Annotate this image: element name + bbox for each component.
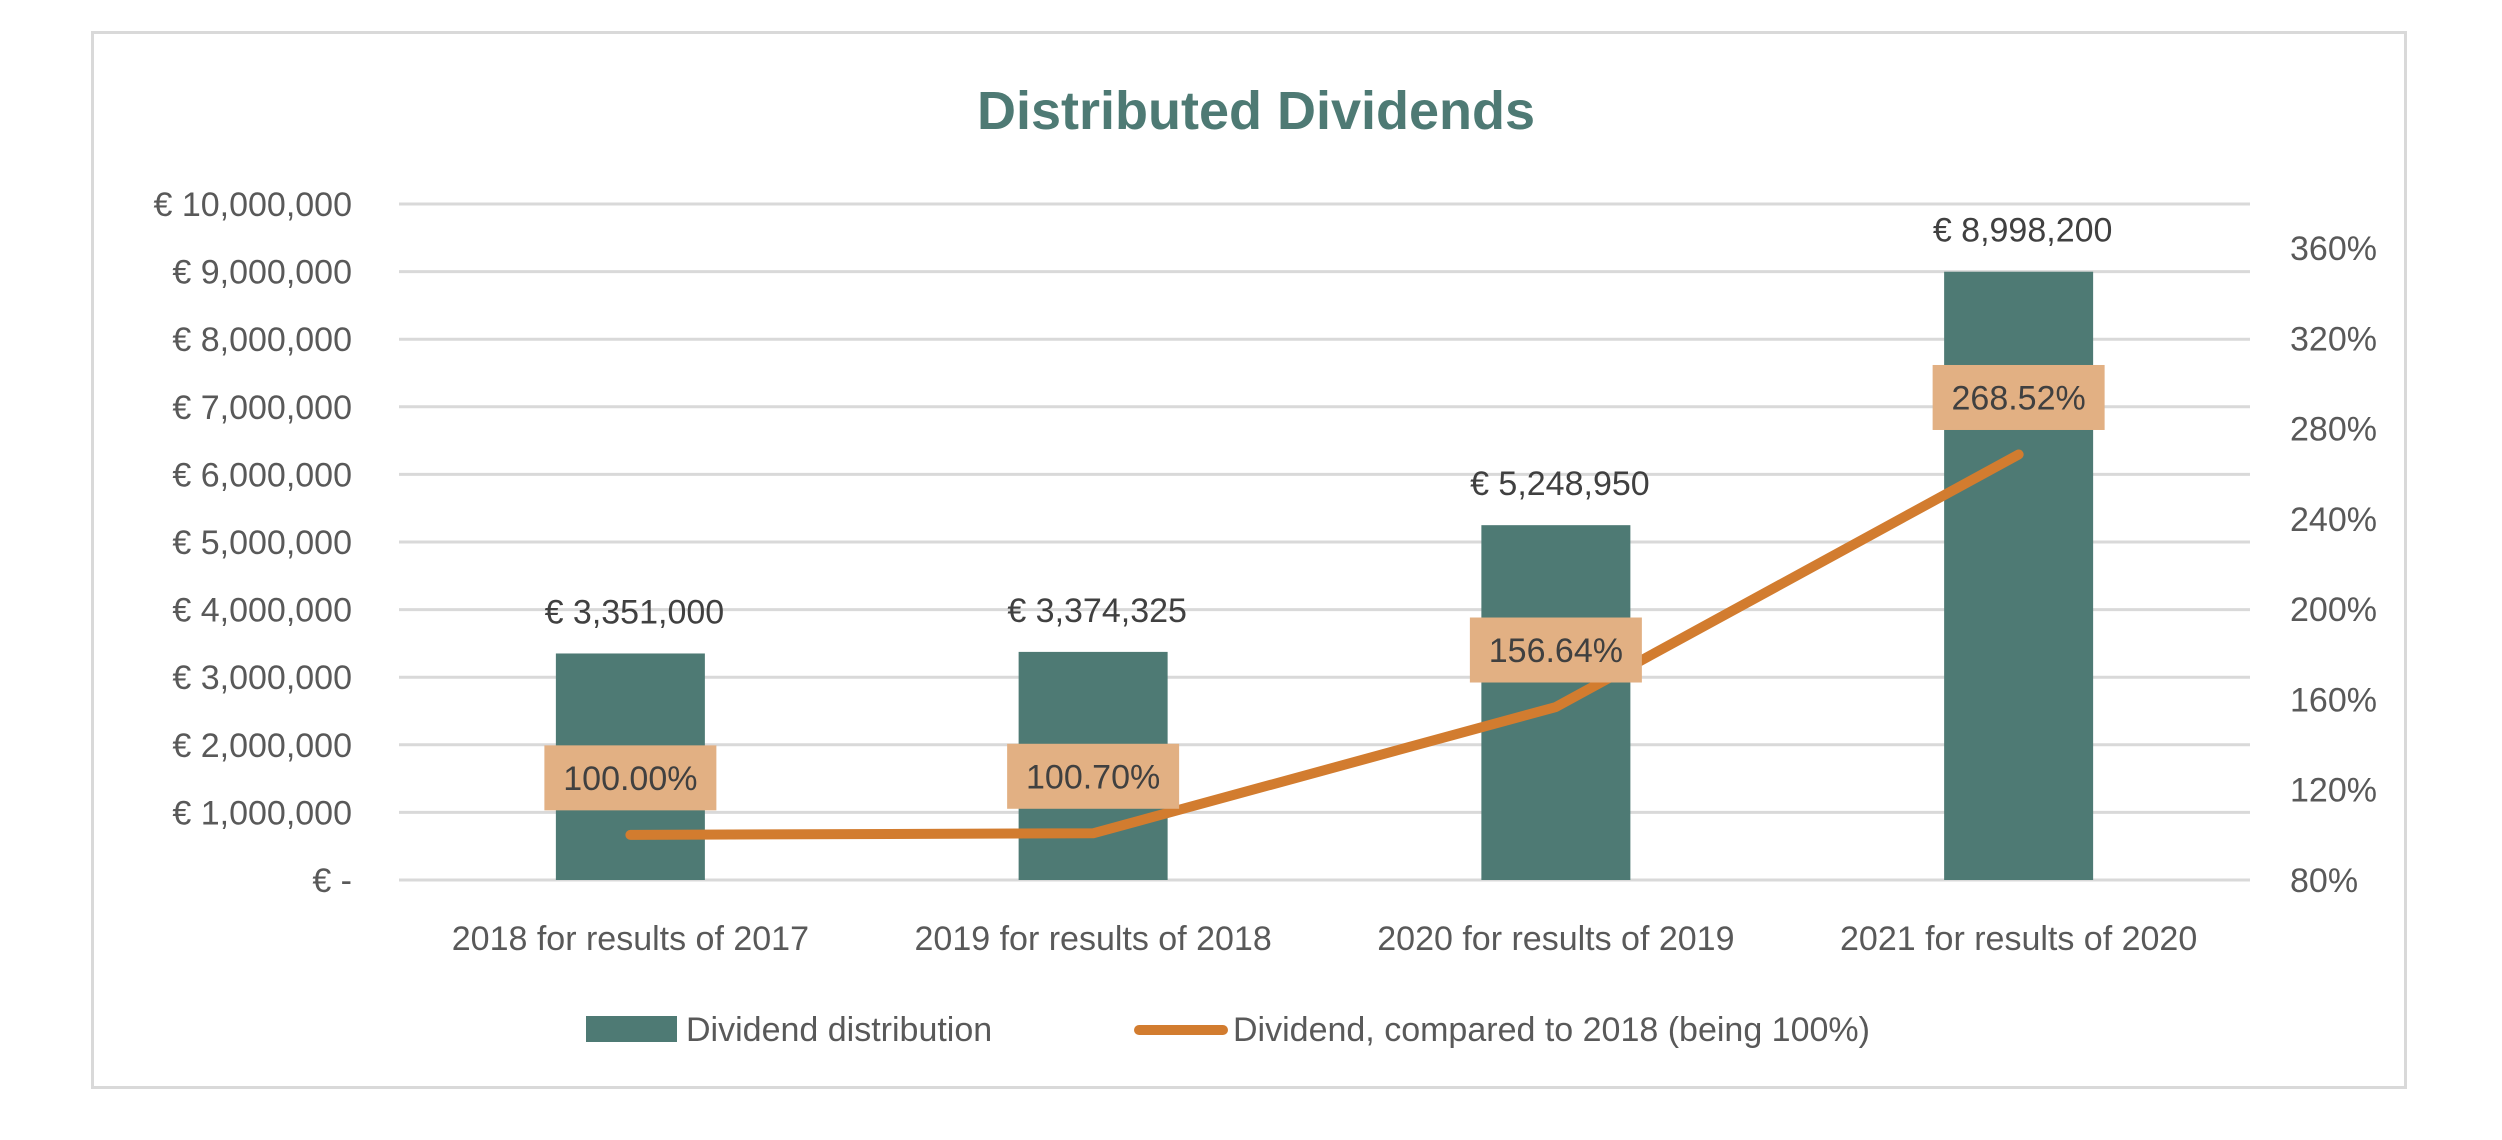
y-tick-label: € 7,000,000 (172, 389, 352, 427)
gridlines (399, 202, 2250, 882)
bar-data-label: € 5,248,950 (1470, 465, 1650, 503)
data-labels: € 3,351,000 € 3,374,325 € 5,248,950 € 8,998… (544, 212, 2112, 811)
line-series (625, 449, 2024, 840)
x-axis: 2018 for results of 2017 2019 for results… (452, 920, 2197, 958)
y-tick-label: € - (312, 862, 352, 900)
primary-y-axis: € - € 1,000,000 € 2,000,000 € 3,000,000 € 4,… (153, 186, 352, 900)
y2-tick-label: 80% (2290, 862, 2358, 900)
y2-tick-label: 120% (2290, 772, 2377, 810)
x-category-label: 2021 for results of 2020 (1840, 920, 2197, 958)
line-data-label-box (1469, 617, 1642, 683)
line-data-label: 100.70% (1026, 758, 1160, 796)
legend-label-bar: Dividend distribution (686, 1011, 992, 1049)
bar-data-label: € 8,998,200 (1933, 212, 2113, 250)
y-tick-label: € 2,000,000 (172, 727, 352, 765)
line-data-label: 100.00% (563, 760, 697, 798)
line-data-label-box (1932, 364, 2105, 430)
y-tick-label: € 5,000,000 (172, 524, 352, 562)
chart-frame: Distributed Dividends € - € 1,000,000 € 2,… (91, 31, 2407, 1089)
line-data-label: 268.52% (1952, 379, 2086, 417)
y-tick-label: € 6,000,000 (172, 456, 352, 494)
line-path (625, 449, 2024, 840)
y-tick-label: € 4,000,000 (172, 592, 352, 630)
line-data-label: 156.64% (1489, 632, 1623, 670)
chart-title: Distributed Dividends (977, 81, 1535, 141)
y-tick-label: € 1,000,000 (172, 794, 352, 832)
y-tick-label: € 10,000,000 (153, 186, 352, 224)
legend: Dividend distribution Dividend, compared… (586, 1011, 1870, 1049)
x-category-label: 2019 for results of 2018 (915, 920, 1272, 958)
bar-data-label: € 3,351,000 (545, 593, 725, 631)
secondary-y-axis: 80% 120% 160% 200% 240% 280% 320% 360% (2290, 230, 2377, 900)
y2-tick-label: 320% (2290, 320, 2377, 358)
y-tick-label: € 8,000,000 (172, 321, 352, 359)
y-tick-label: € 9,000,000 (172, 254, 352, 292)
y2-tick-label: 360% (2290, 230, 2377, 268)
dividends-chart: Distributed Dividends € - € 1,000,000 € 2,… (153, 81, 2377, 1049)
bar-data-label: € 3,374,325 (1007, 592, 1187, 630)
x-category-label: 2018 for results of 2017 (452, 920, 809, 958)
bar (1944, 271, 2094, 880)
legend-label-line: Dividend, compared to 2018 (being 100%) (1233, 1011, 1870, 1049)
y2-tick-label: 160% (2290, 681, 2377, 719)
bar-series (555, 271, 2094, 880)
y2-tick-label: 240% (2290, 501, 2377, 539)
line-data-label-box (1007, 743, 1180, 809)
line-data-label-box (544, 745, 717, 811)
y2-tick-label: 200% (2290, 591, 2377, 629)
x-category-label: 2020 for results of 2019 (1377, 920, 1734, 958)
y2-tick-label: 280% (2290, 411, 2377, 449)
y-tick-label: € 3,000,000 (172, 659, 352, 697)
legend-swatch-bar (586, 1016, 677, 1042)
